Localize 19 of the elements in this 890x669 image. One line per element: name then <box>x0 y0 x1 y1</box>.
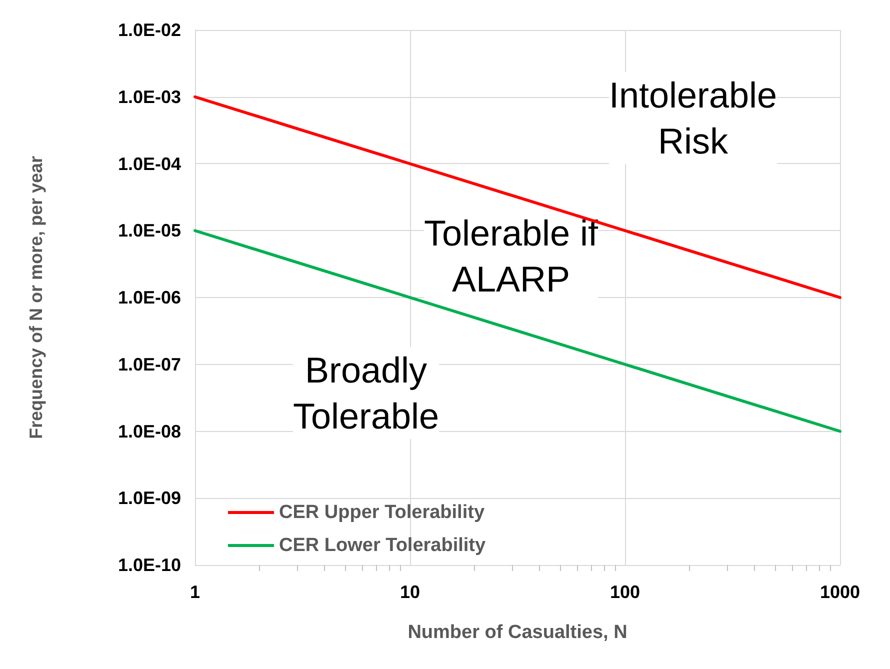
x-axis-title: Number of Casualties, N <box>408 622 628 643</box>
y-tick-label: 1.0E-09 <box>118 488 181 508</box>
annotation: Intolerable Risk <box>608 74 778 162</box>
legend-label: CER Upper Tolerability <box>279 502 485 523</box>
x-tick-label: 100 <box>610 582 640 602</box>
x-tick-label: 1 <box>190 582 200 602</box>
y-tick-label: 1.0E-06 <box>118 288 181 308</box>
y-tick-label: 1.0E-05 <box>118 220 181 241</box>
legend-label: CER Lower Tolerability <box>279 535 486 556</box>
y-tick-label: 1.0E-04 <box>118 154 181 174</box>
y-tick-label: 1.0E-07 <box>118 354 181 374</box>
y-tick-label: 1.0E-02 <box>118 20 181 40</box>
y-tick-label: 1.0E-10 <box>118 555 181 575</box>
x-tick-label: 10 <box>400 582 420 602</box>
x-tick-label: 1000 <box>820 582 860 602</box>
annotation: Broadly Tolerable <box>292 350 440 436</box>
y-tick-label: 1.0E-08 <box>118 421 181 442</box>
y-axis-title: Frequency of N or more, per year <box>26 156 46 440</box>
y-tick-label: 1.0E-03 <box>118 86 181 107</box>
